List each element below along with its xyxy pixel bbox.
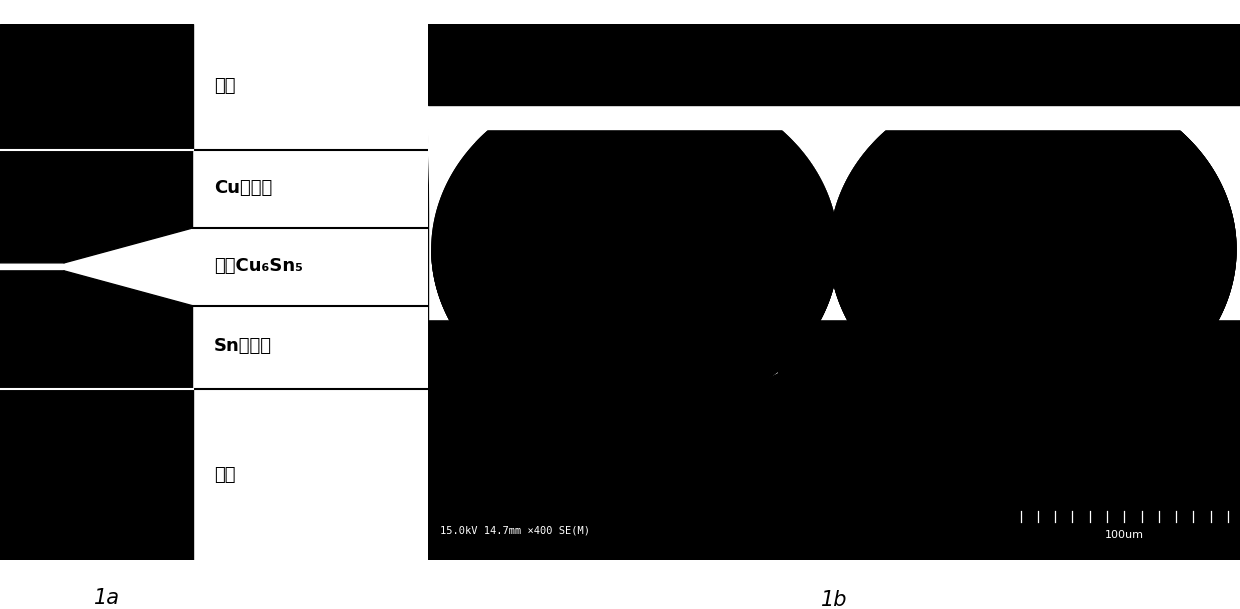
Text: 单晶Cu₆Sn₅: 单晶Cu₆Sn₅ (215, 256, 303, 275)
Bar (428, 105, 1240, 129)
Polygon shape (830, 78, 1236, 421)
Text: 基板: 基板 (215, 465, 236, 484)
Bar (428, 24, 1240, 105)
Polygon shape (830, 78, 1236, 421)
Text: 1a: 1a (94, 588, 120, 608)
Polygon shape (830, 78, 1236, 421)
Polygon shape (0, 271, 192, 389)
Polygon shape (0, 150, 192, 263)
Polygon shape (432, 78, 838, 421)
Polygon shape (432, 78, 838, 421)
Bar (424, 24, 428, 560)
Polygon shape (830, 78, 1236, 421)
Polygon shape (565, 351, 688, 405)
Text: 芯片: 芯片 (215, 77, 236, 95)
Bar (428, 426, 1240, 560)
Text: 100um: 100um (1105, 530, 1143, 540)
Polygon shape (0, 150, 64, 263)
Bar (428, 105, 1240, 129)
Bar (0, 24, 192, 150)
Bar (428, 103, 1240, 129)
Text: Cu基焊盘: Cu基焊盘 (215, 179, 272, 197)
Text: 1b: 1b (821, 591, 847, 609)
Polygon shape (428, 78, 838, 250)
Text: 15.0kV 14.7mm ×400 SE(M): 15.0kV 14.7mm ×400 SE(M) (440, 526, 590, 536)
Text: Sn基钒料: Sn基钒料 (215, 337, 272, 355)
Polygon shape (635, 78, 1033, 250)
Bar (0, 389, 192, 560)
Bar (428, 105, 1240, 319)
Bar (428, 24, 1240, 105)
Polygon shape (0, 271, 64, 389)
Bar (428, 426, 1240, 560)
Polygon shape (639, 319, 777, 400)
Bar (428, 24, 1240, 105)
Polygon shape (432, 78, 838, 421)
Polygon shape (432, 78, 838, 421)
